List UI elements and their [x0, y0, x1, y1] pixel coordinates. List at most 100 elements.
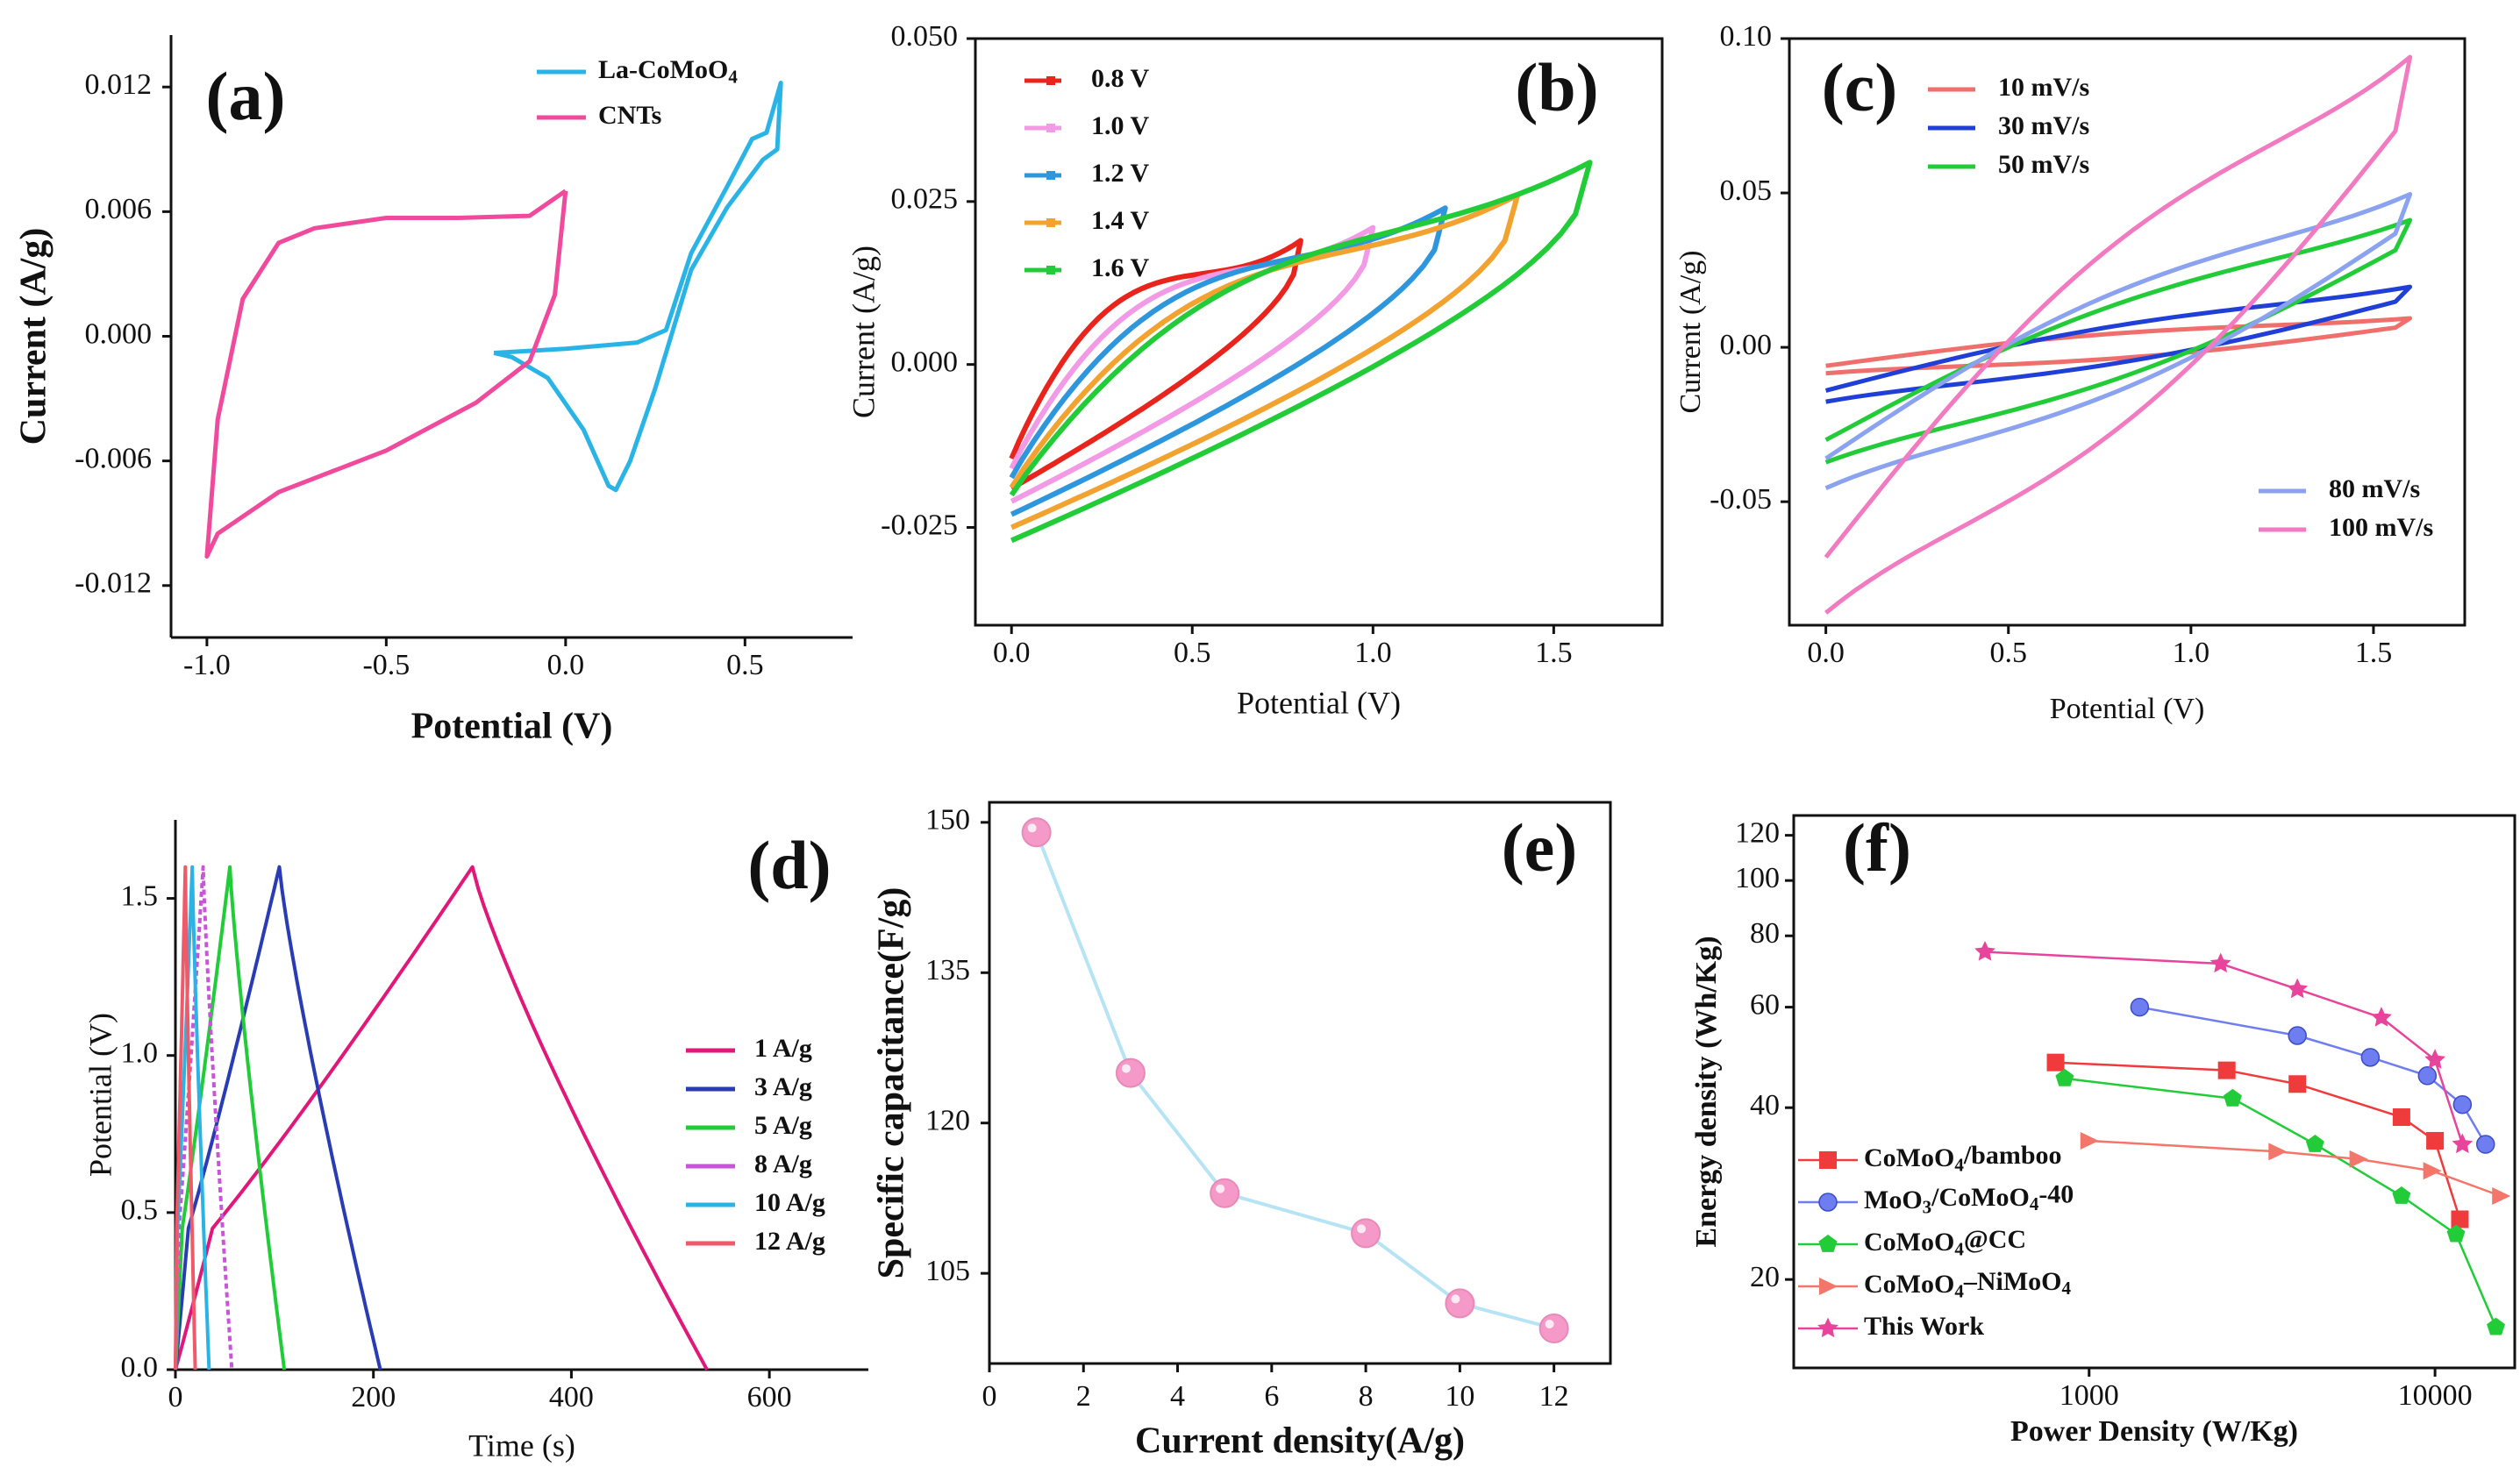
x-tick-label: 8	[1359, 1380, 1374, 1413]
y-tick-label: -0.012	[75, 567, 152, 600]
legend-label: MoO3/CoMoO4-40	[1864, 1180, 2074, 1218]
x-tick-label: 1.0	[2173, 637, 2210, 669]
ragone-line-CoMoO4@CC	[2064, 1077, 2497, 1328]
y-tick-label: -0.05	[1710, 483, 1772, 516]
gcd-curve-8 A/g	[174, 865, 234, 1371]
plot-frame	[1792, 814, 2516, 1370]
point-highlight	[1121, 1064, 1131, 1073]
x-tick-label: 10000	[2398, 1379, 2473, 1412]
marker-square	[1819, 1151, 1837, 1169]
panel-d-gcd: 0 200 400 600 0.0 0.5 1.0 1.5 Time (s) Potential …	[82, 820, 868, 1463]
panel-c-scan-rates: 0.0 0.5 1.0 1.5 -0.05 0.00 0.05 0.10 Potential (…	[1674, 20, 2466, 725]
marker-square	[2392, 1108, 2410, 1127]
legend-label: 80 mV/s	[2329, 474, 2420, 503]
legend-label: 0.8 V	[1091, 64, 1149, 93]
x-tick-label: 200	[351, 1381, 396, 1413]
cv-window-1.0 V	[1009, 224, 1376, 504]
y-tick-label: 105	[925, 1255, 970, 1287]
y-axis-title: Current (A/g)	[14, 228, 54, 445]
y-tick-label: 120	[1735, 816, 1780, 849]
y-tick-label: 150	[925, 804, 970, 837]
y-tick-label: 135	[925, 954, 970, 986]
marker-pentagon	[2305, 1135, 2324, 1152]
panel-label: (d)	[747, 827, 831, 903]
point-highlight	[1451, 1294, 1460, 1304]
cv-curve-La-CoMoO4	[493, 81, 783, 493]
y-axis-title: Energy density (Wh/Kg)	[1690, 936, 1723, 1247]
legend-label: 30 mV/s	[1998, 111, 2089, 140]
x-tick-label: 0	[982, 1380, 997, 1413]
ragone-line-This Work	[1984, 951, 2464, 1145]
marker-triangle-right	[2423, 1162, 2442, 1180]
cv-window-1.2 V	[1009, 205, 1448, 517]
marker-square	[2217, 1061, 2236, 1079]
capacitance-point	[1445, 1288, 1475, 1319]
marker-circle	[2360, 1048, 2381, 1067]
x-tick-label: 10	[1445, 1380, 1474, 1413]
y-tick-label: 0.00	[1720, 329, 1773, 361]
cv-scan-100 mV/s	[1824, 54, 2413, 615]
y-tick-label: 0.006	[85, 193, 153, 225]
y-tick-label: 100	[1735, 862, 1780, 894]
legend-label: La-CoMoO4	[598, 55, 738, 87]
panel-a-cv-comparison: -1.0 -0.5 0.0 0.5 -0.012 -0.006 0.000 0.006 0.01…	[14, 35, 853, 747]
y-tick-label: 120	[925, 1105, 970, 1137]
legend-label: 1.6 V	[1091, 253, 1149, 282]
plot-frame	[988, 801, 1612, 1365]
panel-f-ragone: 1000 10000 20 40 60 80 100 120 Power Density (W/…	[1690, 809, 2516, 1448]
y-tick-label: 0.012	[85, 68, 153, 101]
y-tick-label: 0.000	[891, 345, 959, 378]
x-tick-label: 600	[747, 1381, 792, 1413]
capacitance-point	[1210, 1178, 1240, 1208]
gcd-curve-10 A/g	[174, 865, 211, 1371]
legend-label: 1.4 V	[1091, 206, 1149, 235]
x-tick-label: 0.0	[993, 637, 1031, 669]
x-axis-title: Potential (V)	[411, 707, 613, 747]
legend-marker	[1046, 76, 1055, 85]
x-tick-label: 0.0	[547, 649, 585, 681]
y-tick-label: -0.006	[75, 442, 152, 474]
gcd-curve-5 A/g	[174, 865, 287, 1371]
x-tick-label: 1.0	[1354, 637, 1392, 669]
marker-square	[2288, 1075, 2307, 1093]
panel-e-capacitance: 0 2 4 6 8 10 12 105 120 135 150 Current density(A/g…	[872, 801, 1612, 1462]
legend-label: CoMoO4–NiMoO4	[1864, 1267, 2071, 1301]
gcd-curve-12 A/g	[174, 865, 197, 1371]
marker-star	[1974, 941, 1995, 961]
marker-circle	[2417, 1066, 2438, 1086]
marker-star	[2371, 1007, 2392, 1027]
plot-frame	[974, 37, 1664, 627]
panel-b-voltage-windows: 0.0 0.5 1.0 1.5 -0.025 0.000 0.025 0.050 Potenti…	[846, 20, 1664, 720]
y-tick-label: -0.025	[881, 509, 958, 541]
marker-square	[2451, 1210, 2469, 1228]
y-axis-title: Specific capacitance(F/g)	[872, 887, 912, 1279]
capacitance-point	[1021, 817, 1052, 848]
x-axis-title: Power Density (W/Kg)	[2010, 1415, 2298, 1448]
x-tick-label: -0.5	[362, 649, 410, 681]
legend-label: CoMoO4/bamboo	[1864, 1141, 2062, 1175]
y-tick-label: 20	[1750, 1261, 1780, 1293]
x-tick-label: 0.5	[1989, 637, 2027, 669]
x-tick-label: 0.5	[1174, 637, 1211, 669]
y-tick-label: 0.10	[1720, 20, 1773, 53]
marker-star	[2424, 1049, 2445, 1069]
marker-star	[2452, 1133, 2474, 1154]
legend-label: This Work	[1864, 1312, 1984, 1341]
marker-triangle-right	[2492, 1187, 2511, 1206]
marker-pentagon	[2055, 1068, 2074, 1086]
x-tick-label: 1000	[2060, 1379, 2119, 1412]
point-highlight	[1357, 1224, 1367, 1234]
marker-pentagon	[2223, 1088, 2242, 1107]
marker-pentagon	[1818, 1235, 1838, 1252]
legend-label: 10 mV/s	[1998, 73, 2089, 102]
point-highlight	[1545, 1320, 1554, 1328]
x-tick-label: 12	[1539, 1380, 1569, 1413]
y-tick-label: 1.0	[121, 1037, 159, 1070]
x-axis-title: Potential (V)	[1237, 685, 1401, 720]
cv-scan-80 mV/s	[1824, 192, 2413, 491]
legend-label: 50 mV/s	[1998, 150, 2089, 179]
x-tick-label: 0.5	[726, 649, 764, 681]
y-tick-label: 0.05	[1720, 174, 1773, 207]
legend-label: 3 A/g	[754, 1072, 812, 1101]
capacitance-point	[1538, 1314, 1569, 1343]
